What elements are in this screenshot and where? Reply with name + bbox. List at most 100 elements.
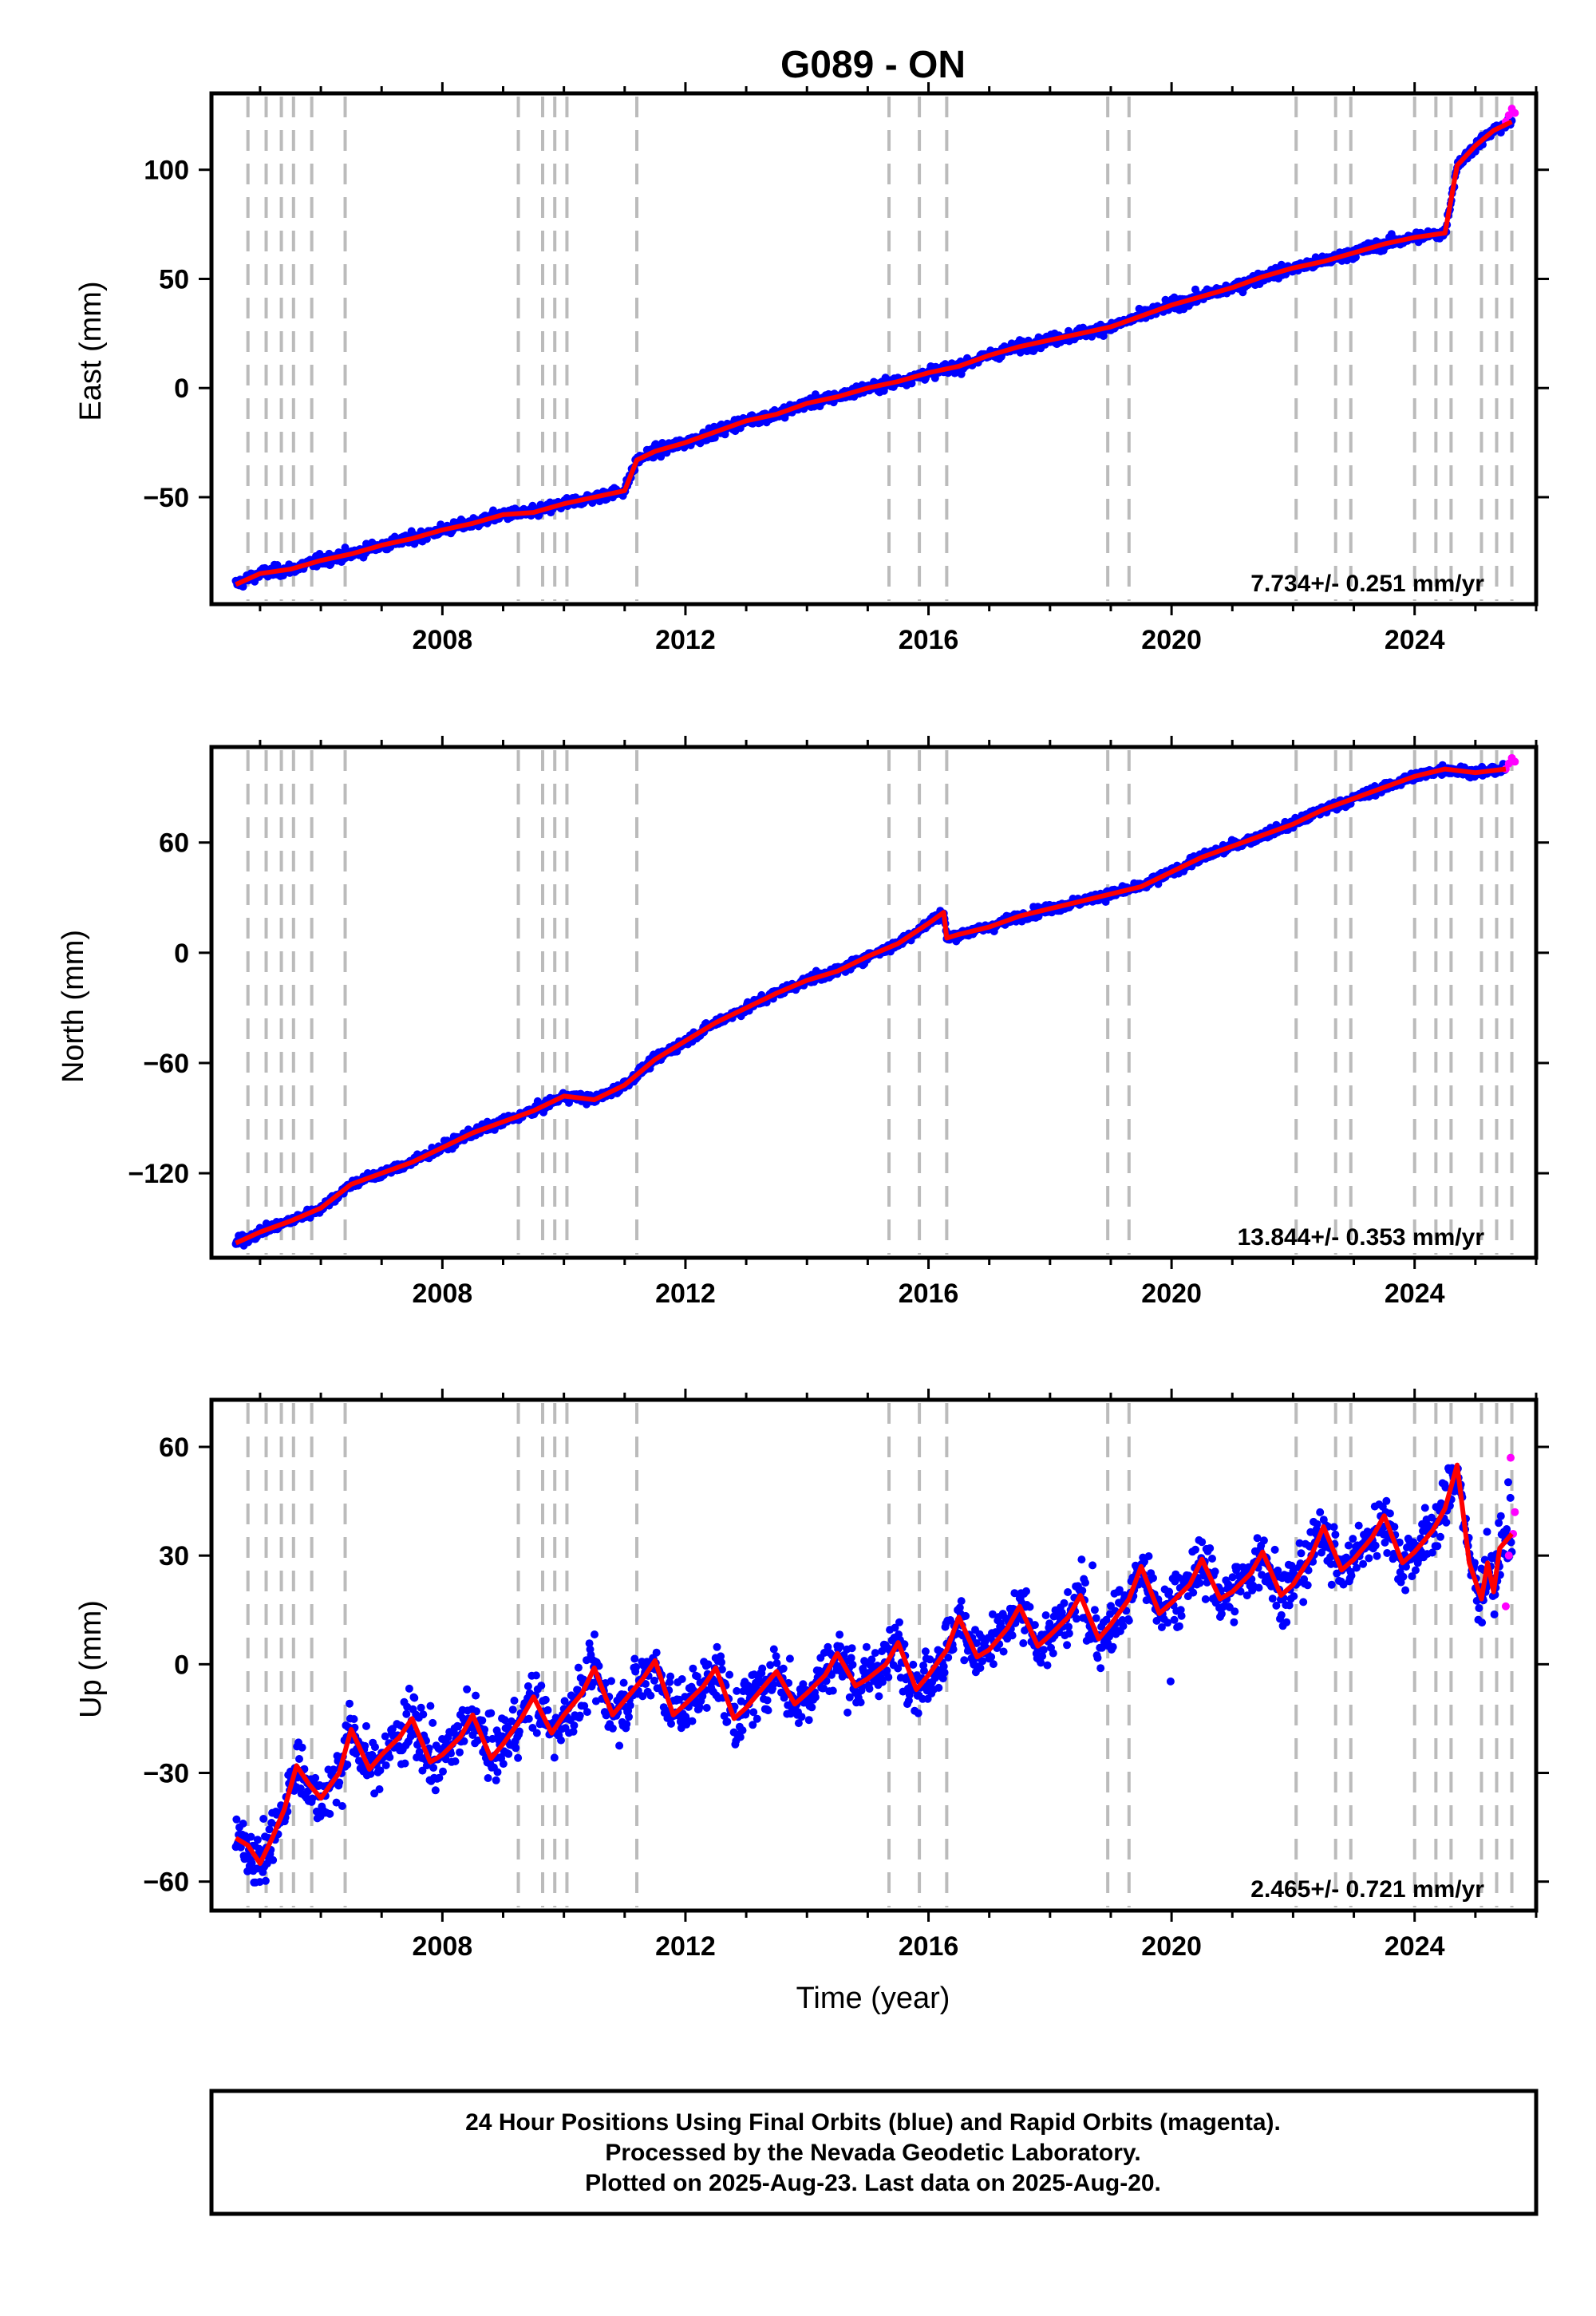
final-orbit-point — [247, 1859, 256, 1867]
final-orbit-point — [949, 1645, 958, 1654]
final-orbit-point — [1149, 1574, 1157, 1583]
final-orbit-point — [713, 1642, 721, 1651]
final-orbit-point — [560, 1697, 569, 1705]
final-orbit-point — [541, 1695, 550, 1704]
final-orbit-point — [862, 1642, 871, 1651]
final-orbit-point — [666, 1678, 674, 1686]
final-orbit-point — [848, 1660, 857, 1669]
final-orbit-point — [940, 1668, 949, 1677]
y-tick-label: 0 — [174, 373, 189, 404]
final-orbit-point — [1008, 1631, 1017, 1640]
final-orbit-point — [1041, 1611, 1050, 1619]
final-orbit-point — [733, 1686, 741, 1695]
final-orbit-point — [253, 1836, 262, 1844]
final-orbit-point — [451, 1757, 460, 1765]
final-orbit-point — [1140, 1557, 1148, 1566]
final-orbit-point — [607, 1677, 615, 1686]
final-orbit-point — [488, 1734, 497, 1743]
final-orbit-point — [642, 1680, 650, 1688]
final-orbit-point — [557, 1736, 565, 1745]
east-rate-label: 7.734+/- 0.251 mm/yr — [1250, 571, 1484, 597]
final-orbit-point — [688, 1717, 697, 1725]
final-orbit-point — [512, 1744, 520, 1753]
final-orbit-point — [960, 1656, 969, 1665]
final-orbit-point — [236, 1843, 245, 1852]
final-orbit-point — [1010, 1589, 1019, 1598]
north-final-orbit-points — [231, 760, 1510, 1250]
figure-title: G089 - ON — [780, 44, 966, 86]
final-orbit-point — [704, 1660, 713, 1669]
y-tick-label: 100 — [144, 156, 189, 186]
final-orbit-point — [695, 1703, 704, 1711]
east-model-line — [235, 119, 1513, 587]
plot-frame — [209, 91, 1539, 607]
final-orbit-point — [429, 1718, 437, 1727]
final-orbit-point — [308, 1794, 317, 1803]
final-orbit-point — [431, 1786, 440, 1795]
final-orbit-point — [523, 1682, 532, 1690]
x-tick-label: 2020 — [1141, 1279, 1202, 1309]
final-orbit-point — [749, 1708, 758, 1717]
final-orbit-point — [772, 1659, 781, 1667]
final-orbit-point — [531, 1671, 540, 1680]
final-orbit-point — [797, 1713, 806, 1721]
x-tick-label: 2016 — [899, 625, 959, 655]
final-orbit-point — [570, 1721, 579, 1729]
final-orbit-point — [738, 1726, 747, 1735]
final-orbit-point — [543, 1705, 552, 1714]
final-orbit-point — [626, 1701, 634, 1709]
x-tick-label: 2012 — [655, 1279, 716, 1309]
final-orbit-point — [630, 1654, 639, 1663]
final-orbit-point — [417, 1703, 425, 1712]
final-orbit-point — [265, 1825, 274, 1834]
final-orbit-point — [376, 1766, 385, 1775]
final-orbit-point — [508, 1705, 517, 1714]
final-orbit-point — [895, 1618, 903, 1626]
final-orbit-point — [1090, 1606, 1099, 1614]
final-orbit-point — [900, 1640, 909, 1649]
final-orbit-point — [1065, 1629, 1073, 1638]
final-orbit-point — [1118, 1616, 1127, 1624]
final-orbit-point — [1077, 1555, 1086, 1564]
final-orbit-point — [766, 1661, 775, 1670]
final-orbit-point — [828, 1686, 837, 1695]
final-orbit-point — [926, 1655, 934, 1664]
final-orbit-point — [867, 1655, 876, 1664]
x-tick-label: 2024 — [1385, 625, 1445, 655]
final-orbit-point — [405, 1684, 413, 1693]
final-orbit-point — [295, 1755, 303, 1763]
final-orbit-point — [962, 1611, 970, 1620]
final-orbit-point — [667, 1719, 675, 1728]
final-orbit-point — [894, 1664, 903, 1673]
final-orbit-point — [574, 1663, 583, 1672]
rapid-orbit-point — [1504, 111, 1513, 120]
final-orbit-point — [439, 1767, 447, 1776]
final-orbit-point — [473, 1736, 482, 1745]
final-orbit-point — [914, 1709, 922, 1717]
final-orbit-point — [678, 1675, 686, 1683]
model-line — [235, 766, 1507, 1246]
final-orbit-point — [1030, 1621, 1039, 1630]
final-orbit-point — [381, 1761, 390, 1769]
final-orbit-point — [1073, 1614, 1080, 1623]
final-orbit-point — [772, 1652, 780, 1661]
final-orbit-point — [298, 1743, 306, 1752]
final-orbit-point — [615, 1741, 624, 1750]
final-orbit-point — [499, 1760, 508, 1769]
y-tick-label: −60 — [143, 1049, 189, 1079]
final-orbit-point — [550, 1753, 559, 1762]
final-orbit-point — [402, 1709, 411, 1718]
final-orbit-point — [632, 1662, 641, 1671]
final-orbit-point — [456, 1748, 464, 1757]
final-orbit-point — [472, 1691, 480, 1700]
final-orbit-point — [269, 1856, 278, 1864]
final-orbit-point — [725, 1670, 734, 1679]
final-orbit-point — [1088, 1561, 1097, 1570]
final-orbit-point — [1037, 1658, 1045, 1667]
final-orbit-point — [510, 1696, 519, 1705]
final-orbit-point — [820, 1649, 828, 1657]
final-orbit-point — [371, 1743, 379, 1752]
north-rate-label: 13.844+/- 0.353 mm/yr — [1238, 1224, 1485, 1251]
final-orbit-point — [939, 1662, 948, 1670]
